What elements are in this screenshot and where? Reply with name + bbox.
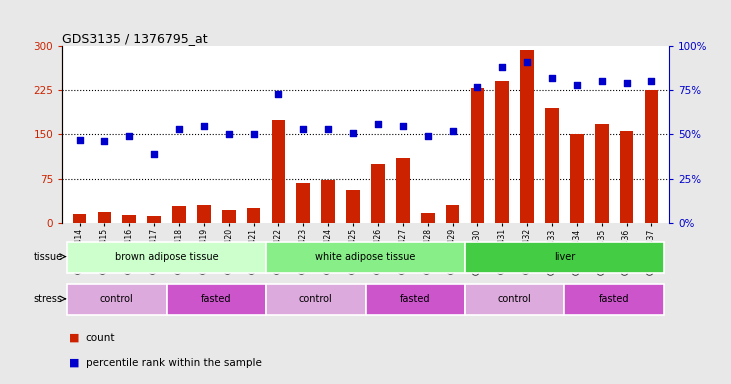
Bar: [595, 124, 609, 223]
Point: [273, 91, 284, 97]
Text: ■: ■: [69, 333, 80, 343]
Bar: [545, 108, 558, 223]
Bar: [122, 215, 136, 223]
Bar: [620, 131, 634, 223]
Bar: [222, 210, 235, 223]
Bar: [173, 206, 186, 223]
Point: [645, 78, 657, 84]
Bar: [272, 120, 285, 223]
Text: tissue: tissue: [34, 252, 63, 262]
Bar: [471, 88, 484, 223]
Bar: [67, 242, 266, 273]
Point: [521, 59, 533, 65]
Point: [596, 78, 607, 84]
Text: count: count: [86, 333, 115, 343]
Point: [173, 126, 185, 132]
Point: [347, 129, 359, 136]
Bar: [266, 242, 465, 273]
Bar: [366, 284, 465, 315]
Point: [124, 133, 135, 139]
Bar: [197, 205, 211, 223]
Bar: [421, 213, 434, 223]
Bar: [346, 190, 360, 223]
Bar: [645, 90, 659, 223]
Point: [148, 151, 160, 157]
Bar: [247, 208, 260, 223]
Point: [248, 131, 260, 137]
Bar: [570, 134, 583, 223]
Bar: [297, 183, 310, 223]
Bar: [167, 284, 266, 315]
Text: ■: ■: [69, 358, 80, 368]
Text: fasted: fasted: [400, 294, 431, 304]
Text: control: control: [299, 294, 333, 304]
Point: [298, 126, 309, 132]
Bar: [266, 284, 366, 315]
Text: percentile rank within the sample: percentile rank within the sample: [86, 358, 262, 368]
Text: stress: stress: [34, 294, 63, 304]
Text: brown adipose tissue: brown adipose tissue: [115, 252, 219, 262]
Bar: [465, 242, 664, 273]
Point: [99, 138, 110, 144]
Bar: [148, 216, 161, 223]
Point: [496, 64, 508, 70]
Bar: [322, 180, 335, 223]
Point: [621, 80, 632, 86]
Point: [372, 121, 384, 127]
Bar: [465, 284, 564, 315]
Point: [223, 131, 235, 137]
Text: GDS3135 / 1376795_at: GDS3135 / 1376795_at: [62, 32, 208, 45]
Point: [74, 137, 86, 143]
Bar: [496, 81, 509, 223]
Text: fasted: fasted: [599, 294, 629, 304]
Point: [198, 122, 210, 129]
Point: [471, 84, 483, 90]
Point: [546, 75, 558, 81]
Bar: [97, 212, 111, 223]
Text: white adipose tissue: white adipose tissue: [315, 252, 416, 262]
Point: [422, 133, 433, 139]
Text: control: control: [498, 294, 531, 304]
Point: [322, 126, 334, 132]
Text: liver: liver: [554, 252, 575, 262]
Bar: [520, 50, 534, 223]
Point: [447, 128, 458, 134]
Bar: [371, 164, 385, 223]
Bar: [564, 284, 664, 315]
Point: [571, 82, 583, 88]
Bar: [446, 205, 459, 223]
Bar: [67, 284, 167, 315]
Bar: [396, 158, 409, 223]
Point: [397, 122, 409, 129]
Bar: [72, 214, 86, 223]
Text: fasted: fasted: [201, 294, 232, 304]
Text: control: control: [100, 294, 134, 304]
